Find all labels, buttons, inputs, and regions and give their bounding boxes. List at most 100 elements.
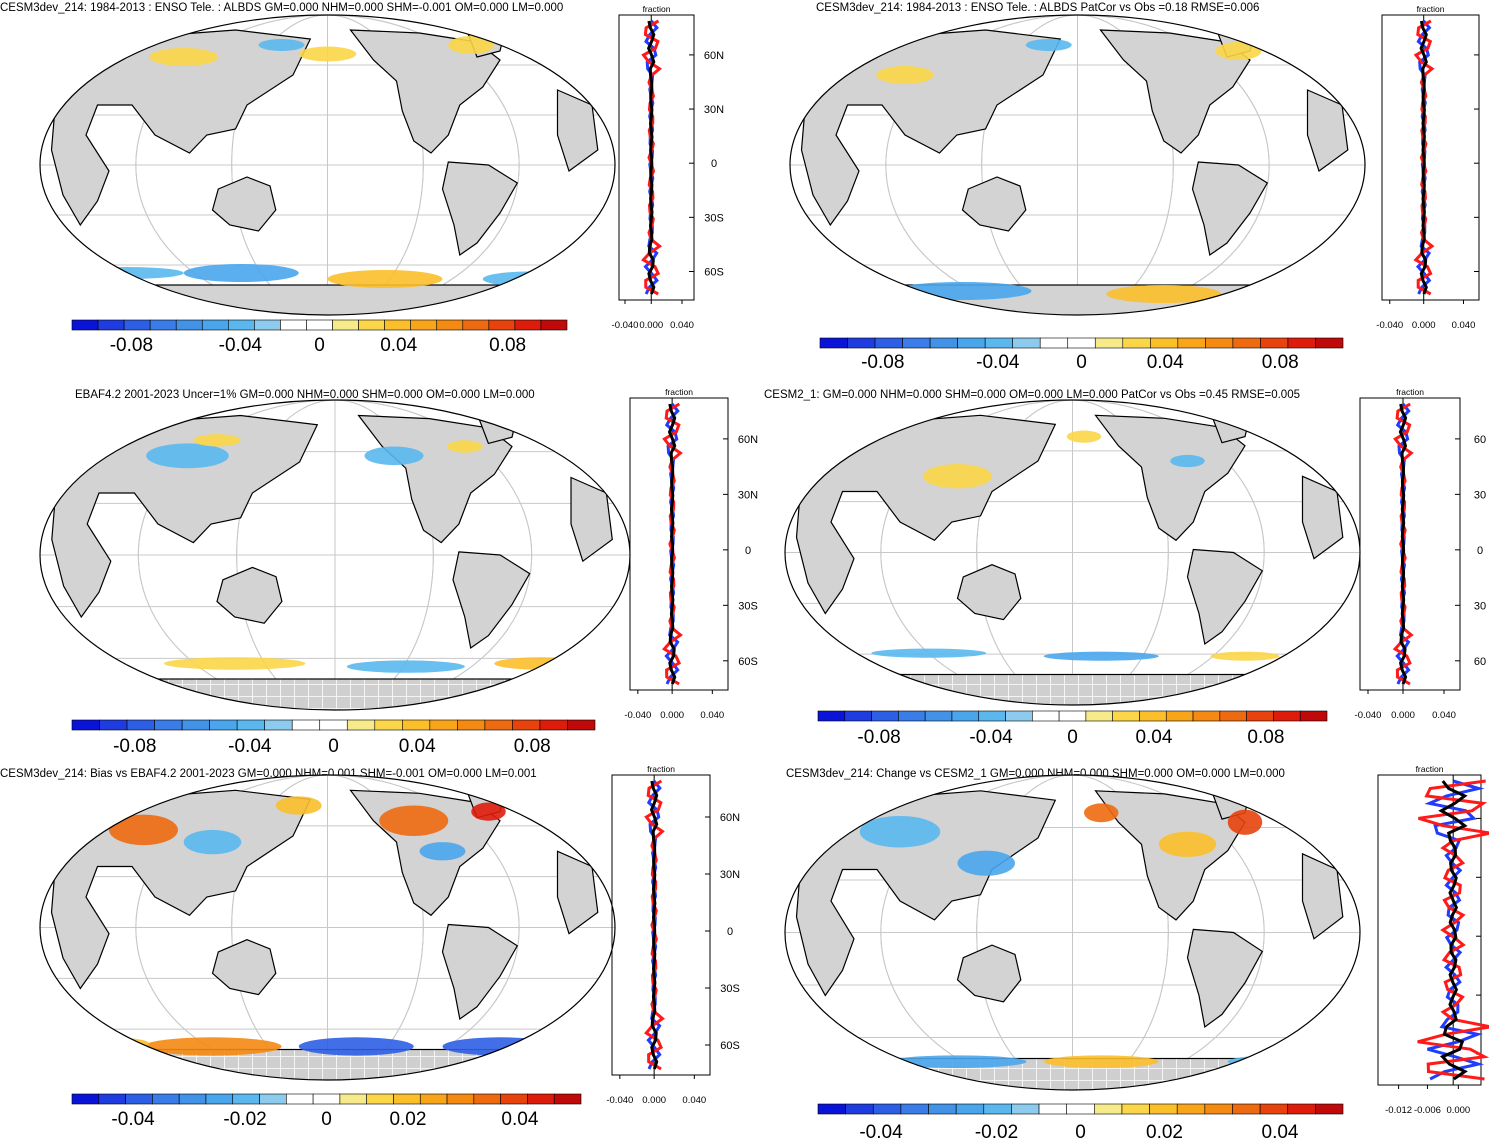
anomaly-region (68, 267, 184, 279)
colorbar-box (1094, 337, 1124, 349)
profile-tick-label: 0.000 (639, 320, 663, 331)
land-mass (570, 476, 613, 563)
colorbar-label: -0.04 (969, 727, 1013, 748)
lat-label: 60N (720, 812, 740, 824)
colorbar-label: 0.04 (399, 736, 436, 757)
anomaly-region (1084, 803, 1119, 823)
profile-curve (641, 19, 663, 296)
profile-title: fraction (1396, 387, 1424, 397)
colorbar-box (929, 337, 958, 349)
colorbar-box (951, 710, 980, 722)
colorbar-label: 0.04 (380, 335, 417, 356)
panel-title: CESM3dev_214: 1984-2013 : ENSO Tele. : A… (816, 2, 1259, 14)
colorbar-label: 0 (321, 1109, 332, 1130)
colorbar-box (175, 319, 203, 331)
anomaly-region (1025, 39, 1072, 51)
colorbar-box (527, 1093, 555, 1105)
profile-tick-label: -0.012 (1385, 1105, 1412, 1116)
colorbar-label: -0.04 (228, 736, 272, 757)
panel-p2: CESM3dev_214: 1984-2013 : ENSO Tele. : A… (789, 2, 1480, 373)
colorbar-box (1204, 1103, 1233, 1115)
colorbar-label: 0.04 (1135, 727, 1172, 748)
anomaly-region (1210, 651, 1280, 661)
lat-label: 0 (745, 545, 751, 557)
colorbar-label: 0.02 (1146, 1122, 1183, 1138)
colorbar-box (1094, 1103, 1123, 1115)
anomaly-region (364, 446, 424, 466)
profile-curve (1398, 403, 1408, 685)
meridian-line (880, 775, 1265, 1090)
colorbar-label: -0.02 (223, 1109, 266, 1130)
colorbar-label: 0 (1067, 727, 1078, 748)
map-p6 (785, 775, 1360, 1090)
land-mass (1301, 852, 1344, 940)
colorbar-box (1219, 710, 1247, 722)
colorbar-box (1039, 337, 1069, 349)
anomaly-region (1261, 282, 1331, 294)
anomaly-region (471, 802, 506, 821)
colorbar-box (1273, 710, 1301, 722)
colorbar-label: 0 (1076, 352, 1087, 373)
anomaly-region (143, 1037, 282, 1056)
panel-title: CESM3dev_214: 1984-2013 : ENSO Tele. : A… (0, 2, 563, 14)
colorbar-label: -0.08 (861, 352, 904, 373)
colorbar-label: 0.08 (489, 335, 526, 356)
colorbar-box (514, 319, 542, 331)
colorbar-box (955, 1103, 985, 1115)
anomaly-region (149, 48, 219, 66)
colorbar-box (1058, 710, 1087, 722)
map-p1 (40, 15, 615, 315)
colorbar-box (1122, 337, 1151, 349)
colorbar-box (1287, 337, 1316, 349)
meridian-line (885, 15, 1270, 315)
land-mass (556, 850, 599, 935)
colorbar-box (540, 319, 568, 331)
colorbar-box (446, 1093, 475, 1105)
colorbar-box (902, 337, 931, 349)
colorbar-box (306, 319, 333, 331)
profile-tick-label: -0.040 (612, 320, 639, 331)
lat-label: 30N (720, 869, 740, 881)
anomaly-region (419, 842, 466, 861)
colorbar-box (957, 337, 986, 349)
profile-curve (1424, 779, 1485, 1081)
land-mass (956, 564, 1022, 621)
zonal-profile-p5: fraction 60N 30N 0 30S 60S -0.040 0.000 0.040 (606, 764, 740, 1106)
land-mass (1186, 548, 1264, 646)
colorbar-box (1011, 1103, 1040, 1115)
zonal-profile-p2: fraction -0.040 0.000 0.040 (1376, 4, 1480, 331)
colorbar-box (123, 319, 151, 331)
profile-curve (667, 403, 677, 685)
colorbar-box (312, 1093, 341, 1105)
colorbar-box (125, 1093, 153, 1105)
colorbar-box (1139, 710, 1167, 722)
land-mass (800, 29, 1062, 227)
colorbar-box (872, 1103, 902, 1115)
colorbar-label: 0.04 (1147, 352, 1184, 373)
colorbar-box (924, 710, 953, 722)
antarctica (40, 1048, 615, 1080)
profile-tick-label: 0.000 (660, 710, 684, 721)
land-mass (211, 176, 277, 232)
profile-curve (661, 402, 683, 686)
anomaly-region (923, 464, 992, 489)
profile-curve (1419, 20, 1428, 295)
anomaly-region (1227, 809, 1263, 835)
profile-curve (1413, 19, 1435, 296)
profile-frame (611, 774, 711, 1076)
colorbar-box (817, 710, 846, 722)
panel-p3: EBAF4.2 2001-2023 Uncer=1% GM=0.000 NHM=… (39, 387, 758, 757)
meridian-line (137, 400, 533, 710)
meridian-line (976, 400, 1169, 705)
colorbar-box (232, 1093, 260, 1105)
colorbar-box (512, 719, 541, 731)
colorbar-box (291, 719, 321, 731)
colorbar-label: 0.08 (1262, 352, 1299, 373)
profile-frame (1359, 397, 1461, 691)
colorbar-box (181, 719, 210, 731)
colorbar-box (205, 1093, 234, 1105)
profile-title: fraction (1417, 4, 1445, 14)
anomaly-region (447, 440, 483, 453)
profile-curve (649, 780, 659, 1070)
colorbar-box (201, 319, 229, 331)
